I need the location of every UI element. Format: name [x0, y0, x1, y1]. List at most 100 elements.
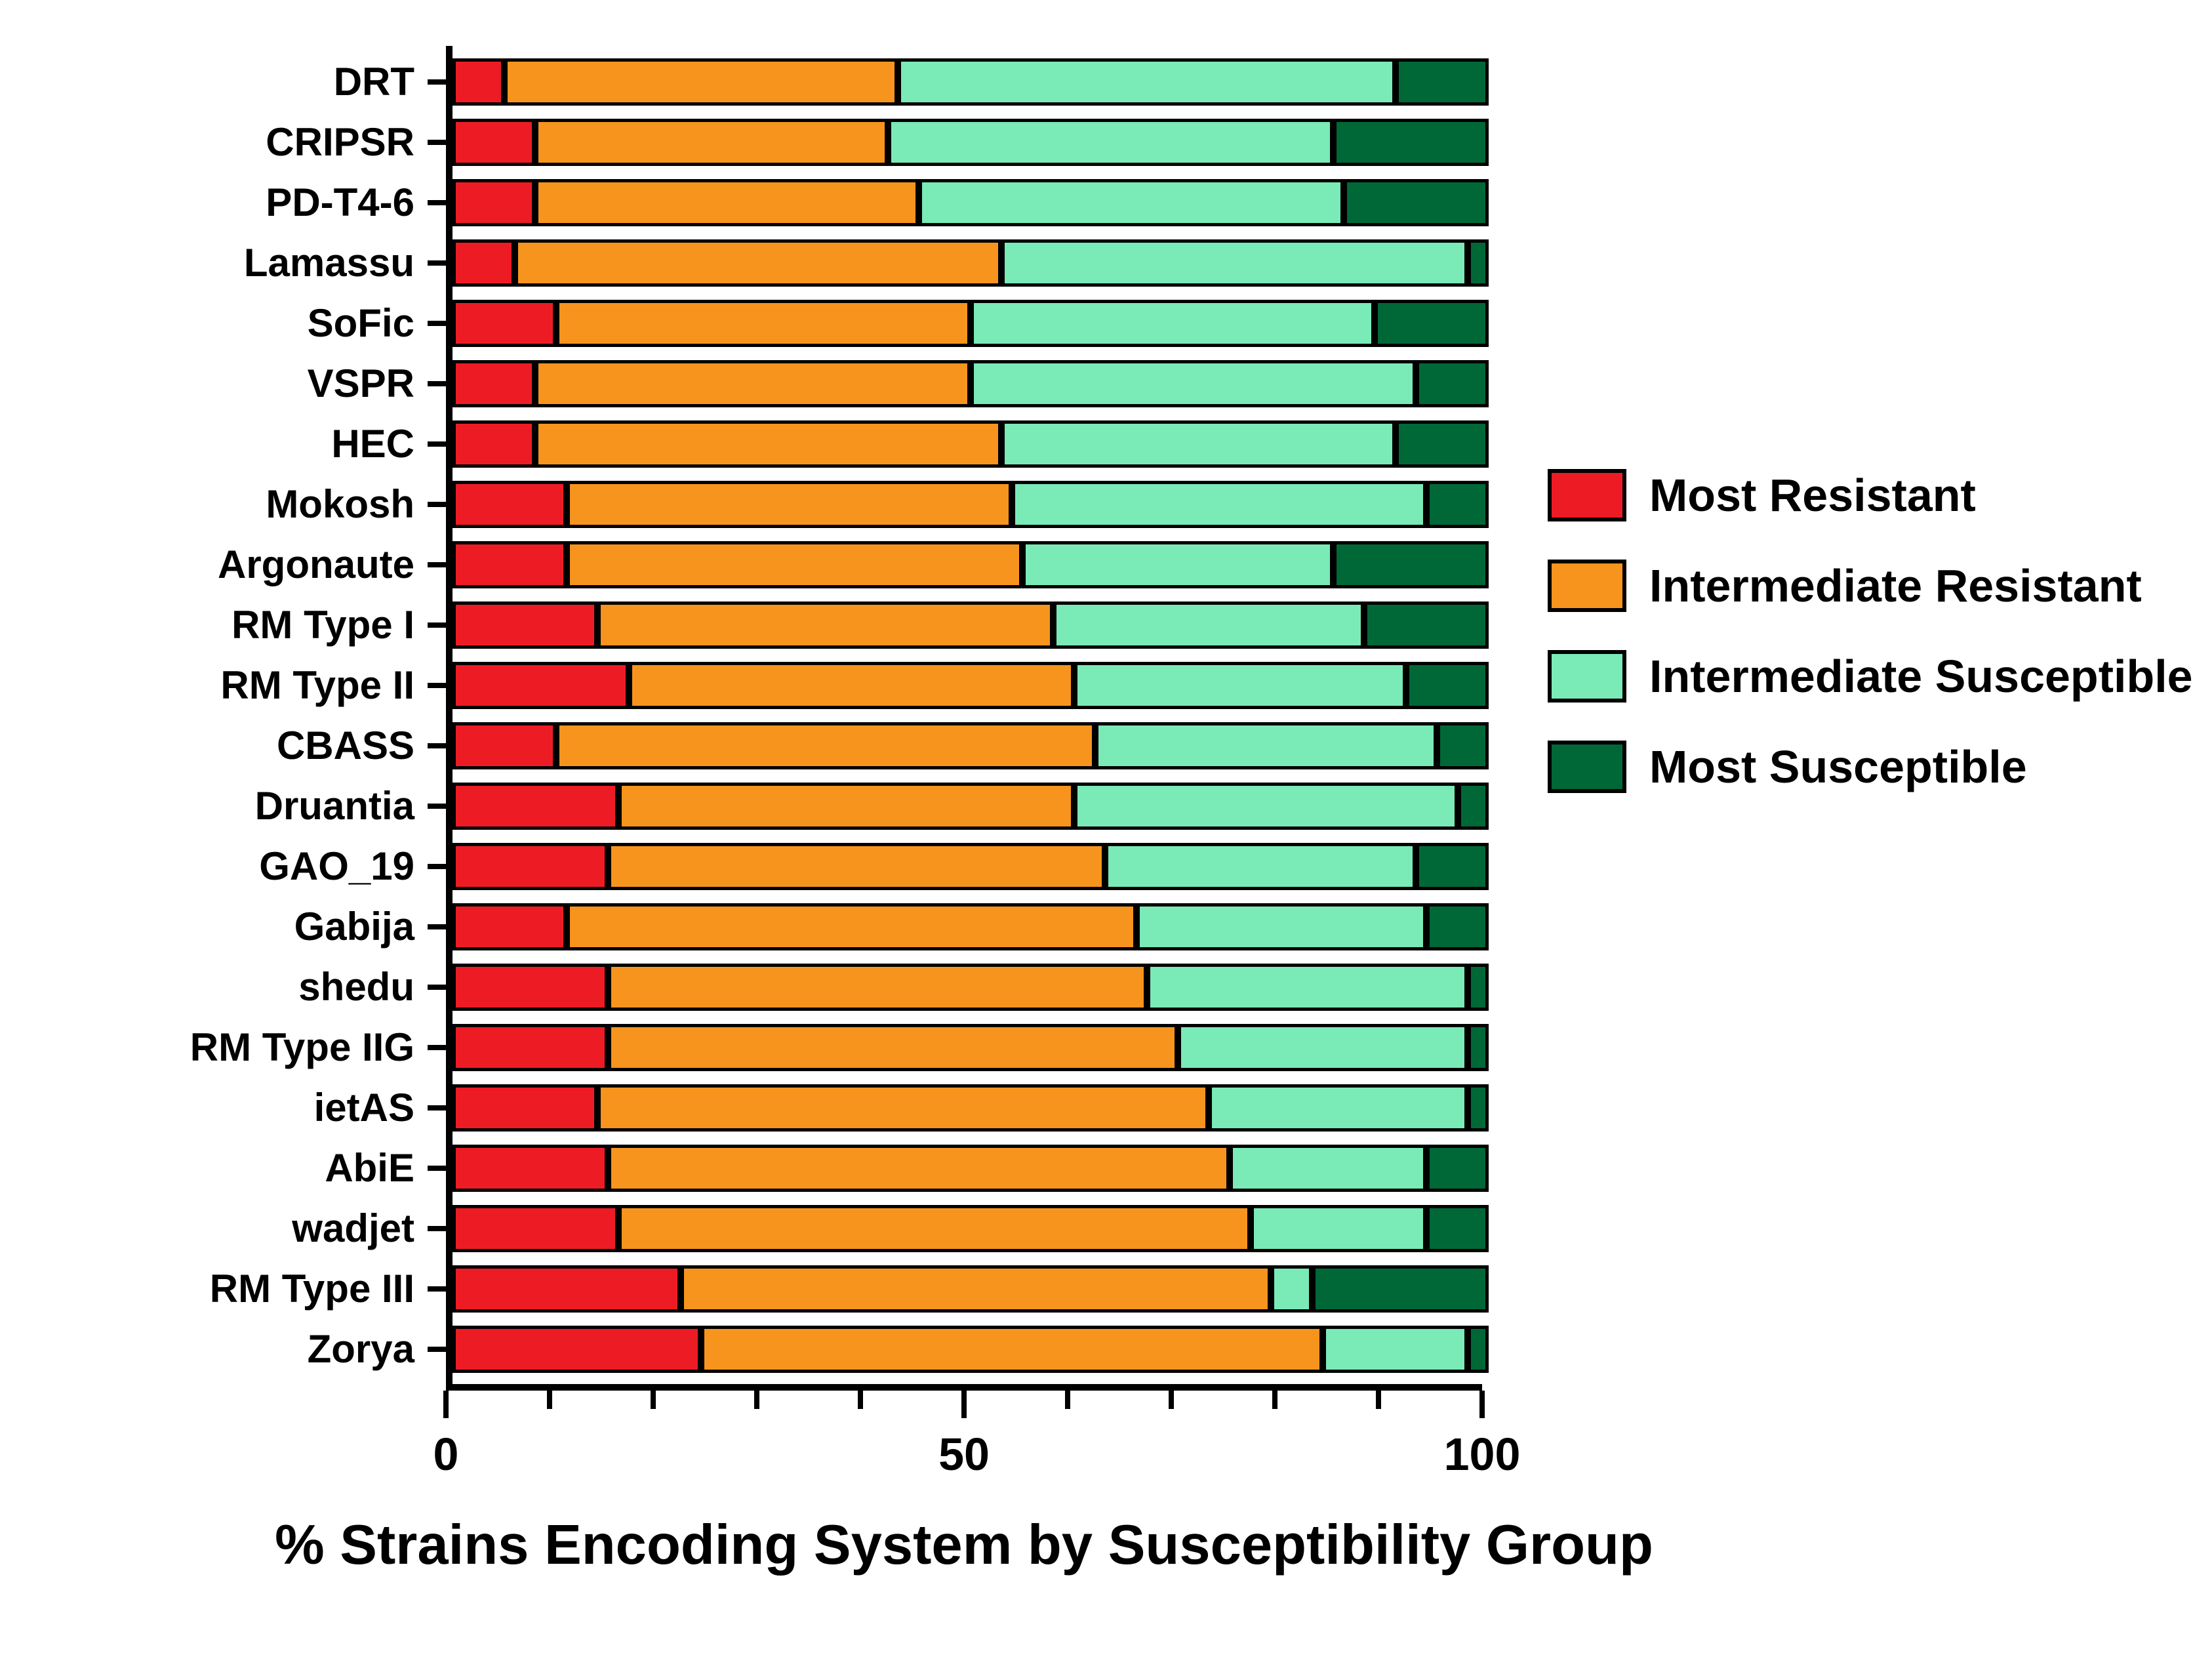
bar-segment — [535, 360, 971, 407]
bar-segment — [1178, 1024, 1468, 1071]
x-tick-minor — [547, 1391, 552, 1409]
bar-row — [452, 360, 1489, 407]
bar-segment — [1074, 783, 1458, 830]
bar-segment — [452, 239, 515, 287]
category-label: Druantia — [0, 786, 414, 826]
x-tick-minor — [1169, 1391, 1174, 1409]
bar-segment — [535, 420, 1001, 468]
bar-segment — [1147, 964, 1468, 1011]
bar-segment — [452, 1265, 681, 1313]
legend-label: Most Resistant — [1649, 469, 1976, 521]
bar-segment — [608, 1145, 1230, 1192]
legend: Most ResistantIntermediate ResistantInte… — [1548, 469, 2193, 831]
bar-segment — [1426, 1205, 1489, 1252]
bar-segment — [1001, 239, 1468, 287]
bar-segment — [971, 360, 1416, 407]
bar-segment — [452, 662, 629, 709]
bar-row — [452, 722, 1489, 769]
bar-row — [452, 1145, 1489, 1192]
y-tick — [428, 1166, 446, 1171]
x-tick-major — [1479, 1391, 1485, 1418]
bar-segment — [1012, 481, 1426, 528]
category-label: Zorya — [0, 1330, 414, 1369]
y-tick — [428, 502, 446, 507]
bar-segment — [452, 1145, 608, 1192]
bar-segment — [452, 903, 567, 950]
bar-segment — [452, 602, 597, 649]
category-label: RM Type I — [0, 605, 414, 645]
y-tick — [428, 1286, 446, 1292]
category-label: RM Type IIG — [0, 1028, 414, 1067]
bar-segment — [452, 1024, 608, 1071]
bar-segment — [608, 1024, 1178, 1071]
x-tick-minor — [1272, 1391, 1277, 1409]
bar-segment — [1323, 1326, 1468, 1373]
bar-segment — [1426, 903, 1489, 950]
y-tick — [428, 864, 446, 869]
bar-segment — [1333, 119, 1489, 166]
y-tick — [428, 1105, 446, 1111]
category-label: ietAS — [0, 1088, 414, 1128]
bar-segment — [1095, 722, 1437, 769]
bar-segment — [1344, 179, 1489, 226]
bar-segment — [1416, 843, 1489, 890]
x-tick-label: 50 — [898, 1428, 1030, 1480]
category-label: VSPR — [0, 364, 414, 403]
bar-segment — [1468, 1084, 1489, 1132]
bar-segment — [629, 662, 1074, 709]
bar-segment — [452, 541, 567, 588]
bar-segment — [1375, 300, 1489, 347]
bar-segment — [452, 843, 608, 890]
bar-segment — [1406, 662, 1489, 709]
bar-row — [452, 481, 1489, 528]
legend-label: Intermediate Susceptible — [1649, 650, 2193, 703]
bar-segment — [452, 481, 567, 528]
plot-area — [446, 46, 1482, 1391]
bar-segment — [919, 179, 1344, 226]
bar-segment — [597, 602, 1053, 649]
category-label: RM Type III — [0, 1269, 414, 1309]
bar-segment — [567, 903, 1136, 950]
bar-segment — [1468, 1024, 1489, 1071]
x-tick-minor — [1065, 1391, 1070, 1409]
bar-segment — [452, 1084, 597, 1132]
bar-segment — [898, 58, 1395, 106]
bar-segment — [452, 1326, 701, 1373]
category-label: AbiE — [0, 1149, 414, 1188]
x-tick-label: 100 — [1417, 1428, 1548, 1480]
x-tick-label: 0 — [380, 1428, 512, 1480]
x-tick-minor — [1376, 1391, 1381, 1409]
bar-segment — [1230, 1145, 1426, 1192]
bar-segment — [618, 1205, 1251, 1252]
bar-segment — [452, 964, 608, 1011]
bar-segment — [452, 119, 535, 166]
bar-segment — [618, 783, 1074, 830]
legend-swatch — [1548, 650, 1626, 703]
x-axis-title: % Strains Encoding System by Susceptibil… — [216, 1513, 1712, 1578]
y-tick — [428, 743, 446, 748]
category-label: DRT — [0, 62, 414, 102]
bar-segment — [1426, 481, 1489, 528]
bar-segment — [1426, 1145, 1489, 1192]
bar-segment — [1074, 662, 1406, 709]
x-tick-minor — [754, 1391, 759, 1409]
bar-row — [452, 1024, 1489, 1071]
bar-row — [452, 602, 1489, 649]
y-tick — [428, 441, 446, 447]
category-label: CBASS — [0, 726, 414, 765]
bar-segment — [556, 300, 971, 347]
bar-segment — [971, 300, 1375, 347]
bar-row — [452, 1265, 1489, 1313]
bar-segment — [608, 964, 1147, 1011]
category-label: HEC — [0, 424, 414, 464]
category-label: Gabija — [0, 907, 414, 947]
bar-row — [452, 420, 1489, 468]
y-tick — [428, 381, 446, 386]
bar-segment — [452, 58, 504, 106]
bar-segment — [1468, 964, 1489, 1011]
bar-row — [452, 1326, 1489, 1373]
chart-container: DRTCRIPSRPD-T4-6LamassuSoFicVSPRHECMokos… — [0, 0, 2212, 1672]
bar-segment — [701, 1326, 1323, 1373]
category-label: Argonaute — [0, 545, 414, 584]
bar-segment — [1468, 1326, 1489, 1373]
